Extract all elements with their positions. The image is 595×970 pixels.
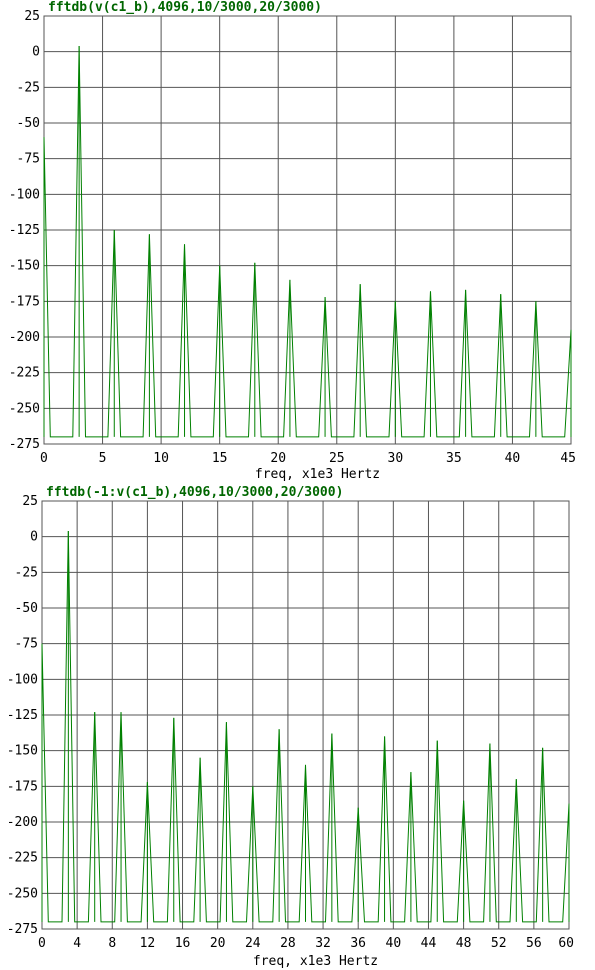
x-tick-label: 30 [388,451,404,466]
y-tick-label: -175 [7,779,38,794]
x-tick-label: 40 [386,936,402,951]
y-tick-label: 0 [30,530,38,545]
y-tick-label: -50 [17,116,40,131]
fft-trace [41,530,570,923]
y-tick-label: -275 [7,922,38,937]
x-tick-label: 20 [210,936,226,951]
x-tick-label: 36 [350,936,366,951]
chart-top: fftdb(v(c1_b),4096,10/3000,20/3000)250-2… [9,0,576,482]
x-tick-label: 10 [153,451,169,466]
y-tick-label: -100 [7,672,38,687]
x-tick-label: 35 [446,451,462,466]
x-tick-label: 0 [40,451,48,466]
y-tick-label: -150 [7,744,38,759]
x-axis-label: freq, x1e3 Hertz [255,467,380,482]
x-tick-label: 8 [108,936,116,951]
y-tick-label: -225 [9,366,40,381]
y-tick-label: -25 [17,80,40,95]
y-tick-label: 25 [22,494,38,509]
x-tick-label: 28 [280,936,296,951]
x-tick-label: 52 [491,936,507,951]
y-tick-label: -225 [7,851,38,866]
x-tick-label: 15 [212,451,228,466]
chart-bottom: fftdb(-1:v(c1_b),4096,10/3000,20/3000) 25… [7,485,574,969]
y-tick-label: -200 [9,330,40,345]
y-tick-label: 0 [32,45,40,60]
x-tick-label: 16 [175,936,191,951]
x-tick-label: 12 [140,936,156,951]
chart-title: fftdb(-1:v(c1_b),4096,10/3000,20/3000) [46,485,343,500]
trace-line [41,530,570,923]
x-tick-label: 4 [73,936,81,951]
y-tick-label: -250 [9,401,40,416]
trace-line [43,45,572,438]
fft-trace [43,45,572,438]
x-tick-label: 20 [270,451,286,466]
x-tick-label: 0 [38,936,46,951]
chart-title: fftdb(v(c1_b),4096,10/3000,20/3000) [48,0,322,15]
y-tick-label: -50 [15,601,38,616]
y-tick-label: -75 [17,152,40,167]
x-tick-label: 24 [245,936,261,951]
y-tick-label: -125 [7,708,38,723]
y-tick-label: -175 [9,294,40,309]
y-tick-label: -75 [15,637,38,652]
x-tick-label: 40 [505,451,521,466]
x-tick-label: 32 [315,936,331,951]
x-tick-label: 56 [526,936,542,951]
x-tick-label: 25 [329,451,345,466]
y-tick-label: -150 [9,259,40,274]
x-tick-label: 48 [456,936,472,951]
y-tick-label: -125 [9,223,40,238]
y-tick-label: 25 [24,9,40,24]
y-tick-label: -200 [7,815,38,830]
y-tick-label: -100 [9,187,40,202]
y-tick-label: -25 [15,565,38,580]
x-tick-label: 60 [558,936,574,951]
y-tick-label: -250 [7,886,38,901]
x-axis-label: freq, x1e3 Hertz [253,954,378,969]
x-tick-label: 45 [560,451,576,466]
x-tick-label: 5 [99,451,107,466]
y-tick-label: -275 [9,437,40,452]
x-tick-label: 44 [421,936,437,951]
